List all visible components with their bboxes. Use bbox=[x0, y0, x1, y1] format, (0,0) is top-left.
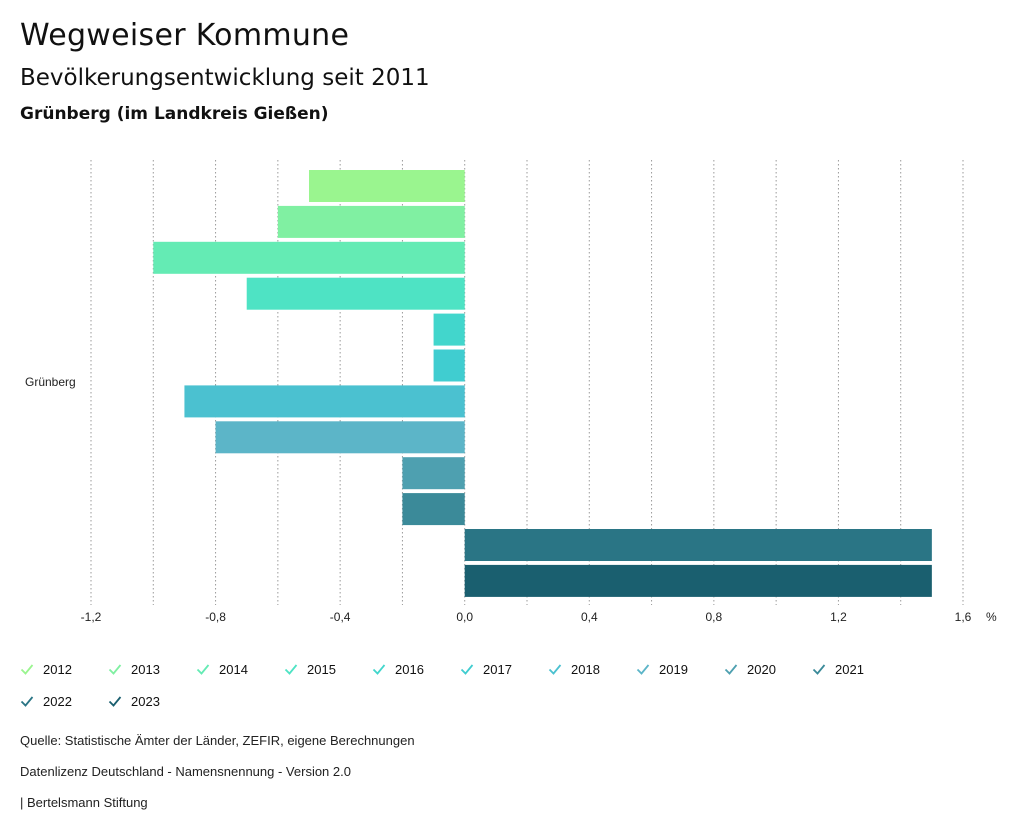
check-icon bbox=[724, 664, 738, 675]
chart-bars bbox=[153, 170, 932, 597]
source-note: Quelle: Statistische Ämter der Länder, Z… bbox=[20, 733, 415, 748]
check-icon bbox=[460, 664, 474, 675]
bar-2022[interactable] bbox=[464, 529, 932, 561]
check-icon bbox=[548, 664, 562, 675]
bar-chart: -1,2 -0,8 -0,4 0,0 0,4 0,8 1,2 1,6 Grünberg % bbox=[25, 160, 997, 624]
x-tick-label: 0,8 bbox=[706, 610, 723, 624]
check-icon bbox=[284, 664, 298, 675]
legend-item-2017[interactable]: 2017 bbox=[460, 660, 512, 678]
bar-2015[interactable] bbox=[246, 277, 465, 310]
bar-2016[interactable] bbox=[433, 313, 465, 346]
license-note: Datenlizenz Deutschland - Namensnennung … bbox=[20, 764, 351, 779]
legend-label: 2022 bbox=[43, 693, 72, 709]
legend-item-2018[interactable]: 2018 bbox=[548, 660, 600, 678]
legend-item-2020[interactable]: 2020 bbox=[724, 660, 776, 678]
check-icon bbox=[108, 664, 122, 675]
legend-label: 2021 bbox=[835, 661, 864, 677]
legend-label: 2019 bbox=[659, 661, 688, 677]
x-tick-label: 1,2 bbox=[830, 610, 847, 624]
category-label: Grünberg bbox=[25, 375, 76, 389]
check-icon bbox=[636, 664, 650, 675]
page-title: Wegweiser Kommune bbox=[20, 18, 350, 53]
bar-2019[interactable] bbox=[215, 421, 465, 454]
legend-label: 2014 bbox=[219, 661, 248, 677]
bar-2023[interactable] bbox=[464, 564, 932, 597]
x-tick-label: -1,2 bbox=[81, 610, 102, 624]
legend-item-2012[interactable]: 2012 bbox=[20, 660, 72, 678]
check-icon bbox=[196, 664, 210, 675]
chart-ticks: -1,2 -0,8 -0,4 0,0 0,4 0,8 1,2 1,6 bbox=[81, 610, 972, 624]
bar-2020[interactable] bbox=[402, 457, 465, 490]
axis-unit-label: % bbox=[986, 610, 997, 624]
bar-2017[interactable] bbox=[433, 349, 465, 382]
legend-label: 2023 bbox=[131, 693, 160, 709]
legend-item-2022[interactable]: 2022 bbox=[20, 692, 72, 710]
check-icon bbox=[108, 696, 122, 707]
x-tick-label: -0,8 bbox=[205, 610, 226, 624]
check-icon bbox=[20, 664, 34, 675]
legend-item-2013[interactable]: 2013 bbox=[108, 660, 160, 678]
legend-label: 2020 bbox=[747, 661, 776, 677]
legend-item-2014[interactable]: 2014 bbox=[196, 660, 248, 678]
bar-2014[interactable] bbox=[153, 241, 465, 274]
legend-item-2019[interactable]: 2019 bbox=[636, 660, 688, 678]
bar-2021[interactable] bbox=[402, 493, 465, 526]
publisher-note: | Bertelsmann Stiftung bbox=[20, 795, 148, 810]
x-tick-label: -0,4 bbox=[330, 610, 351, 624]
legend-item-2023[interactable]: 2023 bbox=[108, 692, 160, 710]
region-label: Grünberg (im Landkreis Gießen) bbox=[20, 104, 329, 124]
legend-item-2016[interactable]: 2016 bbox=[372, 660, 424, 678]
bar-2018[interactable] bbox=[184, 385, 465, 418]
legend-label: 2012 bbox=[43, 661, 72, 677]
legend-label: 2013 bbox=[131, 661, 160, 677]
legend-item-2021[interactable]: 2021 bbox=[812, 660, 864, 678]
x-tick-label: 0,4 bbox=[581, 610, 598, 624]
legend-item-2015[interactable]: 2015 bbox=[284, 660, 336, 678]
check-icon bbox=[20, 696, 34, 707]
x-tick-label: 0,0 bbox=[456, 610, 473, 624]
legend-label: 2017 bbox=[483, 661, 512, 677]
bar-2012[interactable] bbox=[309, 170, 465, 202]
bar-2013[interactable] bbox=[277, 205, 465, 238]
check-icon bbox=[812, 664, 826, 675]
chart-subtitle: Bevölkerungsentwicklung seit 2011 bbox=[20, 65, 430, 91]
check-icon bbox=[372, 664, 386, 675]
legend-label: 2016 bbox=[395, 661, 424, 677]
x-tick-label: 1,6 bbox=[955, 610, 972, 624]
legend-label: 2015 bbox=[307, 661, 336, 677]
legend-label: 2018 bbox=[571, 661, 600, 677]
